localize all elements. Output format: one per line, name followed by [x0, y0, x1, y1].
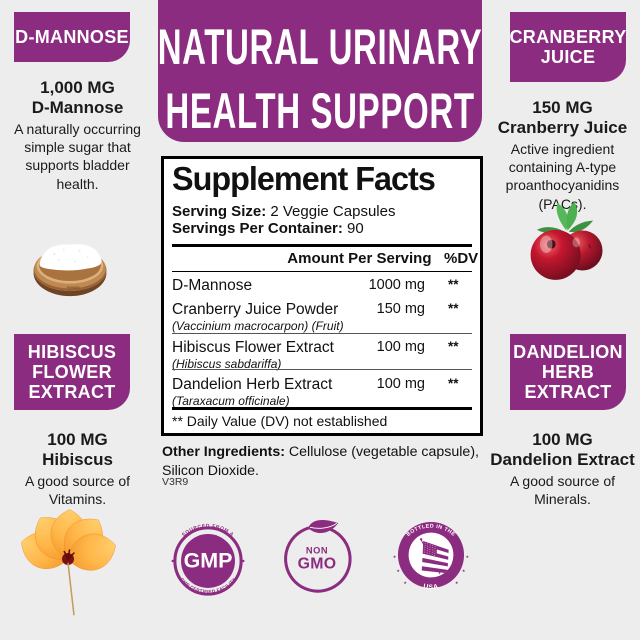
- svg-text:GMO: GMO: [298, 556, 337, 573]
- svg-text:★: ★: [462, 568, 466, 573]
- svg-text:NON: NON: [306, 546, 328, 556]
- svg-text:★: ★: [396, 568, 400, 573]
- svg-text:★: ★: [455, 580, 459, 585]
- svg-text:GMP: GMP: [184, 549, 233, 573]
- svg-text:USA: USA: [423, 583, 439, 591]
- svg-text:★: ★: [403, 580, 407, 585]
- svg-text:★: ★: [466, 554, 470, 559]
- svg-text:★: ★: [393, 554, 397, 559]
